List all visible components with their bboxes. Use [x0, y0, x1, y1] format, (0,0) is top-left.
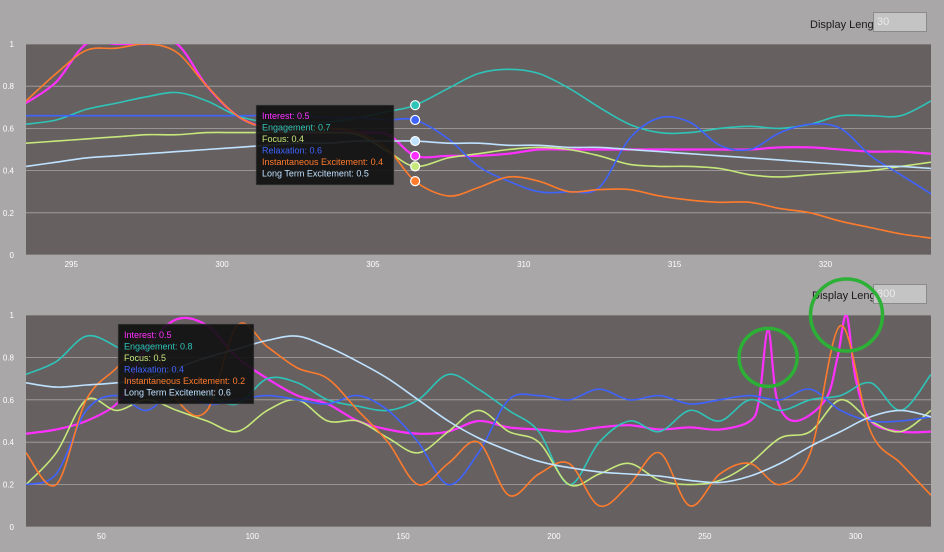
y-tick-label: 1 [10, 311, 15, 320]
series-line-instantaneous-excitement [26, 44, 931, 239]
tooltip-entry: Engagement: 0.7 [262, 123, 331, 133]
tooltip-entry-value: 0.6 [310, 146, 323, 156]
y-tick-label: 0.8 [3, 353, 15, 362]
x-tick-label: 200 [547, 532, 561, 541]
y-tick-label: 0.4 [3, 167, 15, 176]
tooltip-entry: Instantaneous Excitement: 0.4 [262, 157, 383, 167]
x-tick-label: 305 [366, 260, 380, 269]
series-group [26, 44, 931, 239]
plot-area [26, 44, 931, 255]
tooltip-entry-label: Instantaneous Excitement: [262, 157, 371, 167]
hover-point-engagement [410, 100, 421, 111]
x-tick-label: 320 [819, 260, 833, 269]
x-tick-label: 300 [849, 532, 863, 541]
bottom-display-length-input[interactable] [873, 284, 927, 304]
tooltip-entry: Engagement: 0.8 [124, 342, 193, 352]
x-tick-label: 100 [246, 532, 260, 541]
series-line-focus [26, 131, 931, 178]
y-tick-label: 1 [10, 40, 15, 49]
tooltip-entry-value: 0.5 [356, 169, 369, 179]
hover-point-interest [410, 150, 421, 161]
tooltip-entry: Focus: 0.5 [124, 353, 166, 363]
tooltip-entry-value: 0.7 [318, 123, 331, 133]
tooltip-entry-label: Engagement: [124, 342, 180, 352]
x-tick-label: 300 [215, 260, 229, 269]
tooltip-entry-label: Relaxation: [124, 365, 172, 375]
series-line-interest [26, 315, 931, 435]
hover-point-long-term-excitement [410, 135, 421, 147]
tooltip-entry-value: 0.4 [371, 157, 384, 167]
tooltip-entry-value: 0.4 [292, 134, 305, 144]
tooltip-entry-label: Engagement: [262, 123, 318, 133]
tooltip-entry-label: Interest: [124, 330, 159, 340]
top-display-length-label: Display Length: [810, 19, 886, 31]
x-tick-label: 150 [396, 532, 410, 541]
tooltip-entry: Interest: 0.5 [124, 330, 172, 340]
bottom-display-length-label: Display Length: [812, 290, 888, 302]
hover-point-focus [410, 161, 421, 172]
series-line-interest [26, 44, 931, 159]
tooltip-entry-value: 0.5 [154, 353, 167, 363]
tooltip-entry-label: Instantaneous Excitement: [124, 376, 233, 386]
series-line-engagement [26, 68, 931, 135]
tooltip-entry: Relaxation: 0.4 [124, 365, 184, 375]
y-tick-label: 0.2 [3, 481, 15, 490]
tooltip-entry-label: Focus: [124, 353, 154, 363]
hover-point-instantaneous-excitement [410, 176, 421, 187]
tooltip-entry: Focus: 0.4 [262, 134, 304, 144]
tooltip-entry-label: Long Term Excitement: [124, 388, 218, 398]
x-tick-label: 50 [97, 532, 106, 541]
x-tick-label: 310 [517, 260, 531, 269]
tooltip-entry: Long Term Excitement: 0.5 [262, 169, 369, 179]
tooltip-entry-value: 0.8 [180, 342, 193, 352]
x-tick-label: 295 [65, 260, 79, 269]
tooltip-entry-value: 0.5 [159, 330, 172, 340]
chart-1: 0 0.2 0.4 0.6 0.8 1 295 300 305 310 315 320 Interest… [3, 40, 931, 269]
series-line-relaxation [26, 114, 931, 195]
y-tick-label: 0.8 [3, 82, 15, 91]
x-tick-label: 315 [668, 260, 682, 269]
series-line-focus [26, 397, 931, 487]
hover-point-relaxation [410, 114, 421, 126]
tooltip-entry-label: Relaxation: [262, 146, 310, 156]
tooltip-entry: Relaxation: 0.6 [262, 146, 322, 156]
top-display-length-input[interactable] [873, 12, 927, 32]
tooltip-entry-value: 0.2 [233, 376, 246, 386]
tooltip-box [117, 323, 255, 405]
tooltip-entry: Long Term Excitement: 0.6 [124, 388, 231, 398]
tooltip-entry: Instantaneous Excitement: 0.2 [124, 376, 245, 386]
annotation-circle [808, 277, 885, 353]
y-tick-label: 0 [10, 251, 15, 260]
tooltip-entry-label: Long Term Excitement: [262, 169, 356, 179]
y-tick-label: 0.6 [3, 124, 15, 133]
annotation-circle [737, 326, 799, 389]
x-tick-label: 250 [698, 532, 712, 541]
tooltip-entry-label: Interest: [262, 111, 297, 121]
tooltip-entry-value: 0.6 [218, 388, 231, 398]
series-line-long-term-excitement [26, 140, 931, 170]
tooltip-entry-value: 0.4 [172, 365, 185, 375]
tooltip-entry-value: 0.5 [297, 111, 310, 121]
y-tick-label: 0.4 [3, 438, 15, 447]
tooltip-box [255, 104, 395, 186]
y-tick-label: 0 [10, 523, 15, 532]
tooltip-entry-label: Focus: [262, 134, 292, 144]
tooltip-entry: Interest: 0.5 [262, 111, 310, 121]
y-tick-label: 0.2 [3, 209, 15, 218]
y-tick-label: 0.6 [3, 396, 15, 405]
